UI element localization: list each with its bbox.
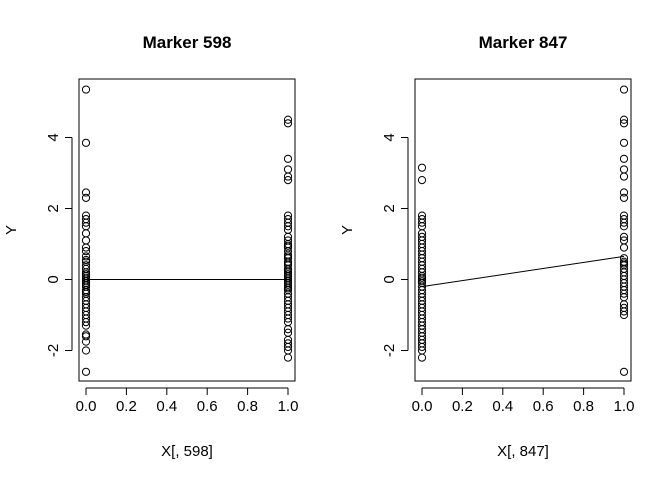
- y-tick-label: -2: [381, 344, 398, 357]
- x-tick-label: 1.0: [278, 398, 299, 415]
- x-tick-label: 0.6: [197, 398, 218, 415]
- data-point: [81, 236, 91, 245]
- data-point: [81, 252, 91, 261]
- x-tick-label: 0.8: [237, 398, 258, 415]
- data-point: [283, 119, 293, 128]
- data-point: [417, 353, 427, 362]
- data-point: [417, 176, 427, 185]
- data-point: [81, 188, 91, 197]
- x-tick-label: 0.8: [573, 398, 594, 415]
- y-tick-label: 4: [45, 133, 62, 141]
- data-point: [619, 289, 629, 298]
- x-axis-label: X[, 598]: [161, 443, 213, 460]
- data-point: [619, 172, 629, 181]
- data-point: [619, 367, 629, 376]
- data-point: [283, 176, 293, 185]
- data-point: [283, 325, 293, 334]
- data-point: [619, 138, 629, 147]
- data-point: [81, 193, 91, 202]
- data-point: [619, 307, 629, 316]
- data-point: [619, 119, 629, 128]
- x-tick-label: 0.0: [76, 398, 97, 415]
- y-axis-label: Y: [3, 225, 20, 235]
- x-tick-label: 0.4: [156, 398, 177, 415]
- data-point: [619, 85, 629, 94]
- data-point: [417, 342, 427, 352]
- data-point: [283, 154, 293, 163]
- panel-marker-598: Marker 598 X[, 598] Y 0.0 0.2 0.4 0.6 0.8 1.0…: [3, 33, 298, 460]
- data-point: [417, 218, 427, 227]
- x-tick-label: 0.0: [412, 398, 433, 415]
- data-point: [619, 218, 629, 227]
- data-point: [619, 243, 629, 252]
- y-tick-label: 2: [45, 204, 62, 212]
- data-point: [81, 367, 91, 376]
- data-point: [619, 193, 629, 202]
- data-point: [81, 318, 91, 327]
- data-point: [81, 247, 91, 256]
- data-point: [81, 138, 91, 147]
- data-point: [619, 154, 629, 163]
- data-point: [619, 222, 629, 231]
- data-point: [81, 85, 91, 94]
- data-point: [283, 172, 293, 181]
- data-point: [619, 115, 629, 124]
- y-axis-label: Y: [339, 225, 356, 235]
- data-point: [283, 165, 293, 174]
- data-point: [81, 337, 91, 346]
- data-point: [81, 330, 91, 339]
- data-point: [81, 243, 91, 252]
- x-tick-label: 0.2: [452, 398, 473, 415]
- data-point: [619, 165, 629, 174]
- x-tick-label: 0.4: [492, 398, 513, 415]
- data-point: [283, 314, 293, 323]
- x-axis-label: X[, 847]: [497, 443, 549, 460]
- chart-title: Marker 598: [143, 33, 232, 52]
- data-point: [283, 115, 293, 124]
- data-point: [283, 353, 293, 362]
- data-point: [81, 321, 91, 330]
- y-tick-label: 4: [381, 133, 398, 141]
- x-tick-label: 1.0: [614, 398, 635, 415]
- data-point: [81, 332, 91, 341]
- panel-marker-847: Marker 847 X[, 847] Y 0.0 0.2 0.4 0.6 0.8 1.0…: [339, 33, 634, 460]
- data-point: [81, 346, 91, 355]
- y-tick-label: 0: [381, 275, 398, 283]
- y-tick-label: 0: [45, 275, 62, 283]
- data-point: [283, 342, 293, 352]
- plot-frame: [414, 78, 632, 382]
- plot-frame: [78, 78, 296, 382]
- fit-line: [421, 255, 625, 288]
- y-tick-label: 2: [381, 204, 398, 212]
- data-point: [417, 163, 427, 172]
- x-tick-label: 0.2: [116, 398, 137, 415]
- data-point: [619, 188, 629, 197]
- data-point: [619, 232, 629, 241]
- x-tick-label: 0.6: [533, 398, 554, 415]
- chart-title: Marker 847: [479, 33, 568, 52]
- data-point: [619, 310, 629, 320]
- data-point: [283, 222, 293, 231]
- data-point: [81, 218, 91, 227]
- y-tick-label: -2: [45, 344, 62, 357]
- data-point: [81, 229, 91, 238]
